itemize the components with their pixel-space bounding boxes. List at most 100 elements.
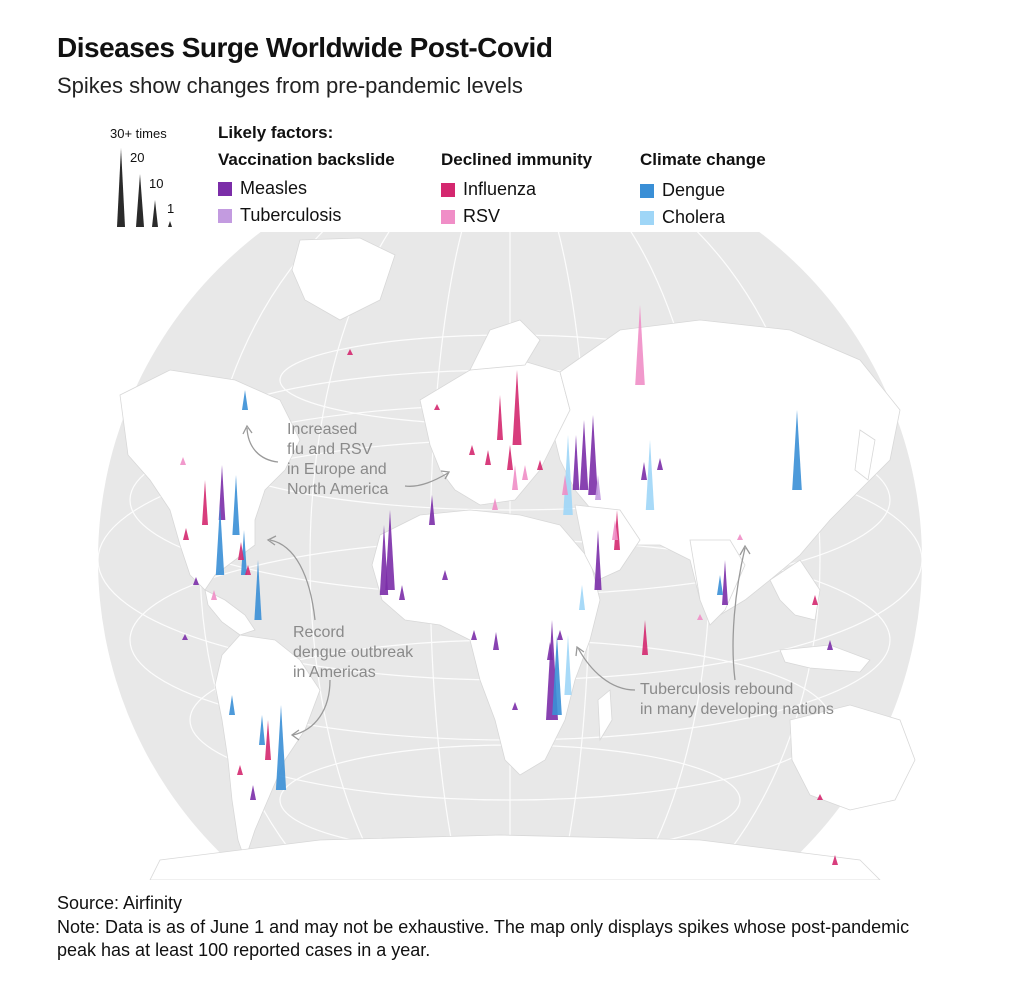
disease-spike	[722, 560, 728, 605]
disease-spike	[232, 475, 240, 535]
annotation-arrows	[242, 424, 751, 741]
scale-label-10: 10	[149, 176, 164, 191]
disease-spike	[215, 505, 225, 575]
disease-spike	[579, 585, 585, 610]
legend-group-vaccination: Vaccination backslide	[218, 150, 395, 169]
legend-label-measles: Measles	[240, 178, 308, 198]
annotation-europe: Increased flu and RSV in Europe and Nort…	[287, 420, 388, 500]
madagascar	[597, 689, 613, 742]
tuberculosis-swatch	[218, 208, 232, 223]
legend-item-rsv: RSV	[441, 206, 500, 227]
disease-spikes	[180, 305, 838, 865]
disease-spike	[429, 495, 435, 525]
annotation-tb-line-1: Tuberculosis rebound	[640, 681, 794, 698]
scale-spikes	[117, 148, 172, 227]
disease-spike	[254, 560, 262, 620]
disease-spike	[594, 530, 602, 590]
scale-label-30: 30+ times	[110, 126, 167, 141]
disease-spike	[612, 520, 618, 540]
disease-spike	[275, 705, 287, 790]
legend-label-rsv: RSV	[463, 206, 501, 226]
annotation-americas: Record dengue outbreak in Americas	[293, 623, 413, 683]
chart-title: Diseases Surge Worldwide Post-Covid	[57, 32, 553, 63]
scale-spike-30	[117, 148, 125, 227]
legend-label-influenza: Influenza	[463, 179, 537, 199]
disease-spike	[557, 630, 563, 640]
annotation-europe-line-4: North America	[287, 481, 389, 498]
disease-spike	[399, 585, 405, 600]
japan	[854, 429, 876, 481]
legend-item-influenza: Influenza	[441, 179, 536, 200]
disease-spike	[645, 440, 655, 510]
disease-spike	[512, 702, 518, 710]
arrow-tuberculosis-africa	[577, 647, 636, 691]
disease-spike	[237, 765, 243, 775]
disease-spike	[469, 445, 475, 455]
disease-spike	[512, 370, 522, 445]
disease-spike	[485, 450, 491, 465]
annotation-americas-line-2: dengue outbreak	[293, 644, 414, 661]
disease-spike	[832, 855, 838, 865]
legend-group-climate: Climate change	[640, 150, 766, 169]
disease-spike	[347, 349, 353, 355]
disease-spike	[229, 695, 235, 715]
central-america	[204, 589, 256, 636]
legend-label-dengue: Dengue	[662, 180, 726, 200]
scandinavia	[469, 319, 541, 371]
scale-spike-10	[152, 200, 158, 227]
disease-spike	[242, 390, 248, 410]
legend-label-cholera: Cholera	[662, 207, 726, 227]
disease-spike	[579, 420, 589, 490]
arrow-south-america	[292, 679, 331, 736]
annotation-americas-line-1: Record	[293, 624, 345, 641]
disease-spike	[250, 785, 256, 800]
disease-spike	[817, 794, 823, 800]
disease-spike	[497, 395, 503, 440]
arrow-europe	[404, 472, 449, 487]
disease-spike	[218, 465, 226, 520]
landmasses	[119, 237, 916, 880]
disease-spike	[183, 528, 189, 540]
disease-spike	[737, 534, 743, 540]
influenza-swatch	[441, 182, 455, 197]
legend-heading: Likely factors:	[218, 123, 334, 142]
annotation-tuberculosis: Tuberculosis rebound in many developing …	[640, 680, 834, 720]
disease-spike	[385, 510, 395, 590]
disease-spike	[717, 575, 723, 595]
disease-spike	[259, 715, 265, 745]
arrow-north-america	[246, 427, 279, 463]
disease-spike	[522, 465, 528, 480]
cholera-swatch	[640, 210, 654, 225]
disease-spike	[635, 305, 645, 385]
disease-spike	[202, 480, 208, 525]
disease-spike	[642, 620, 648, 655]
disease-spike	[641, 462, 647, 480]
southeast-asia	[769, 559, 821, 621]
disease-spike	[812, 595, 818, 605]
disease-spike	[564, 635, 572, 695]
india	[689, 539, 746, 626]
antarctica	[149, 834, 881, 880]
legend-item-dengue: Dengue	[640, 180, 725, 201]
disease-spike	[471, 630, 477, 640]
factor-legend: Likely factors: Vaccination backslide Me…	[218, 123, 818, 233]
disease-spike	[193, 577, 199, 585]
disease-spike	[507, 445, 513, 470]
arrow-tuberculosis-asia	[732, 547, 746, 681]
spike-scale-legend: 30+ times 20 10 1	[100, 120, 190, 232]
disease-spike	[180, 457, 186, 465]
disease-spike	[697, 614, 703, 620]
disease-spike	[537, 460, 543, 470]
legend-label-tuberculosis: Tuberculosis	[240, 205, 342, 225]
legend-item-tuberculosis: Tuberculosis	[218, 205, 341, 226]
legend-item-cholera: Cholera	[640, 207, 725, 228]
disease-spike	[512, 465, 518, 490]
australia	[789, 704, 916, 811]
disease-spike	[238, 542, 244, 560]
measles-swatch	[218, 181, 232, 196]
disease-spike	[492, 498, 498, 510]
annotation-americas-line-3: in Americas	[293, 664, 376, 681]
annotation-tb-line-2: in many developing nations	[640, 701, 834, 718]
disease-spike	[182, 634, 188, 640]
